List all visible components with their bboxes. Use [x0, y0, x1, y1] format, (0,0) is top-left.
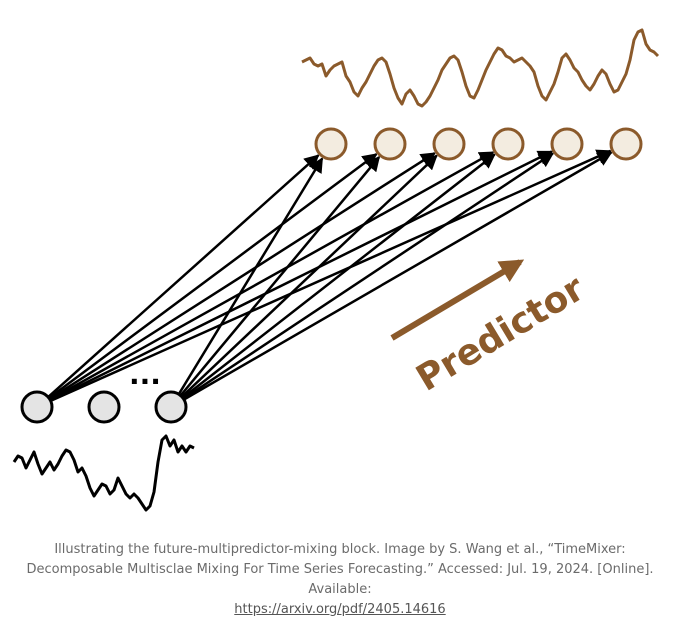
connection-arrow	[181, 152, 555, 401]
caption-link[interactable]: https://arxiv.org/pdf/2405.14616	[234, 602, 446, 617]
connection-arrow	[48, 151, 495, 402]
input-series-line	[12, 434, 195, 512]
output-node	[550, 127, 584, 161]
output-node	[314, 127, 348, 161]
output-node	[432, 127, 466, 161]
input-node	[87, 390, 121, 424]
caption-text: Illustrating the future-multipredictor-m…	[26, 542, 654, 597]
predictor-diagram: ... Predictor	[12, 28, 660, 512]
output-node	[373, 127, 407, 161]
output-nodes	[314, 127, 643, 161]
connection-arrow	[178, 155, 381, 398]
connection-arrow	[46, 154, 320, 399]
input-node	[154, 390, 188, 424]
connection-arrows	[46, 149, 613, 403]
connection-arrow	[182, 151, 613, 402]
connection-arrow	[177, 157, 324, 396]
predictor-label: Predictor	[410, 268, 592, 400]
input-nodes	[20, 390, 188, 424]
output-node	[609, 127, 643, 161]
figure-caption: Illustrating the future-multipredictor-m…	[20, 540, 660, 620]
ellipsis-label: ...	[129, 358, 161, 391]
predictor-arrow	[390, 259, 525, 341]
input-node	[20, 390, 54, 424]
output-series-line	[301, 28, 660, 108]
connection-arrow	[49, 149, 612, 403]
connection-arrow	[48, 150, 554, 402]
connection-arrow	[181, 153, 496, 400]
connection-arrow	[47, 153, 378, 400]
output-node	[491, 127, 525, 161]
connection-arrow	[48, 152, 436, 401]
connection-arrow	[180, 154, 438, 399]
